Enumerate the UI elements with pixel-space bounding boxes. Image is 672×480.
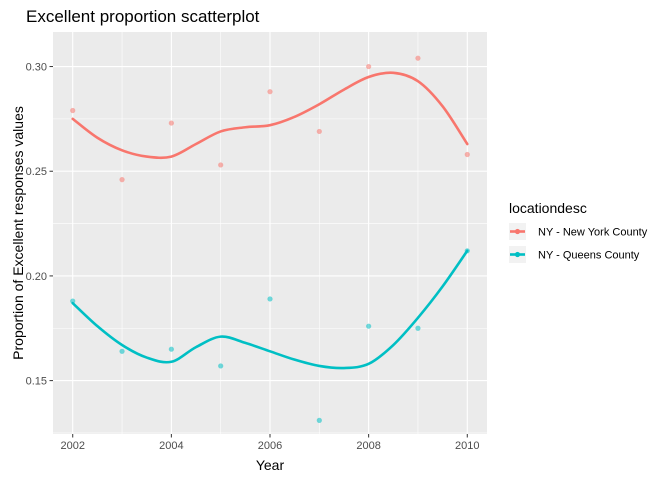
x-axis: 2002 2004 2006 2008 2010 — [60, 434, 480, 452]
y-axis: 0.15 0.20 0.25 0.30 — [26, 62, 53, 388]
data-point-series-2 — [218, 363, 224, 369]
legend-key-point — [514, 228, 521, 235]
data-point-series-2 — [119, 348, 125, 354]
data-point-series-1 — [415, 55, 421, 61]
data-point-series-2 — [168, 346, 174, 352]
smooth-line-series-1 — [71, 71, 469, 160]
data-point-series-2 — [267, 296, 273, 302]
y-tick-label: 0.20 — [26, 271, 47, 283]
smooth-lines — [71, 71, 469, 370]
data-point-series-2 — [464, 248, 470, 254]
legend-label: NY - New York County — [538, 227, 648, 239]
smooth-line-series-2 — [71, 249, 469, 370]
x-axis-title: Year — [256, 457, 285, 473]
y-tick-label: 0.15 — [26, 376, 47, 388]
data-point-series-2 — [366, 323, 372, 329]
data-point-series-1 — [218, 162, 224, 168]
y-tick-label: 0.30 — [26, 62, 47, 74]
data-point-series-2 — [70, 298, 76, 304]
x-tick-label: 2004 — [159, 440, 183, 452]
y-axis-title: Proportion of Excellent responses values — [10, 106, 26, 360]
data-point-series-2 — [415, 325, 421, 331]
data-points — [70, 55, 470, 423]
legend-key-point — [514, 251, 521, 258]
chart-title: Excellent proportion scatterplot — [26, 7, 260, 26]
data-point-series-1 — [316, 128, 322, 135]
data-point-series-1 — [464, 151, 470, 158]
data-point-series-1 — [267, 89, 273, 95]
x-tick-label: 2006 — [258, 440, 282, 452]
x-tick-label: 2010 — [455, 440, 479, 452]
data-point-series-2 — [316, 417, 322, 423]
grid-major — [53, 32, 487, 434]
legend-title: locationdesc — [509, 200, 587, 216]
x-tick-label: 2002 — [60, 440, 84, 452]
data-point-series-1 — [366, 63, 372, 70]
x-tick-label: 2008 — [356, 440, 380, 452]
legend-label: NY - Queens County — [538, 250, 640, 262]
data-point-series-1 — [168, 120, 174, 126]
data-point-series-1 — [70, 107, 76, 114]
y-tick-label: 0.25 — [26, 166, 47, 178]
data-point-series-1 — [119, 177, 125, 183]
legend: locationdesc NY - New York County NY - Qu… — [509, 200, 648, 263]
